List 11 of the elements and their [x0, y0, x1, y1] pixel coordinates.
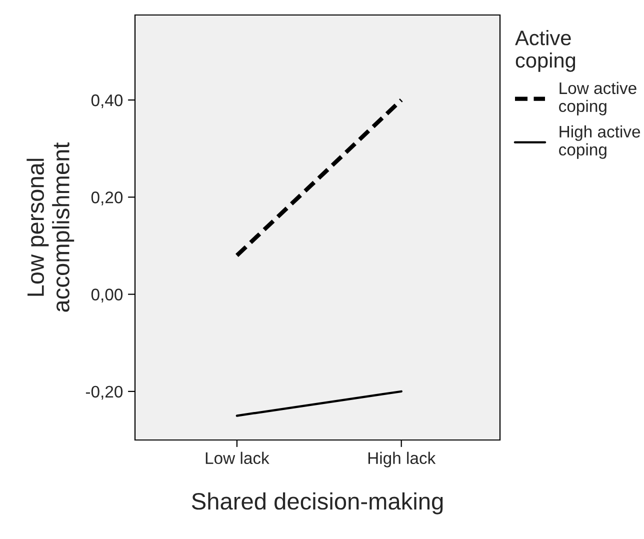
x-tick-label: High lack [368, 452, 436, 468]
y-tick-label: -0,20 [86, 386, 123, 400]
y-tick-label: 0,00 [91, 288, 123, 302]
x-tick-label: Low lack [206, 452, 270, 464]
y-axis-title: Low personal accomplishment [26, 142, 74, 312]
legend-label: Low active coping [559, 82, 636, 116]
legend-label: High active coping [559, 125, 640, 159]
x-axis-title: Shared decision-making [192, 492, 443, 514]
y-tick-label: 0,40 [91, 94, 123, 108]
legend-title: Active coping [515, 30, 576, 72]
y-tick-label: 0,20 [91, 192, 123, 206]
